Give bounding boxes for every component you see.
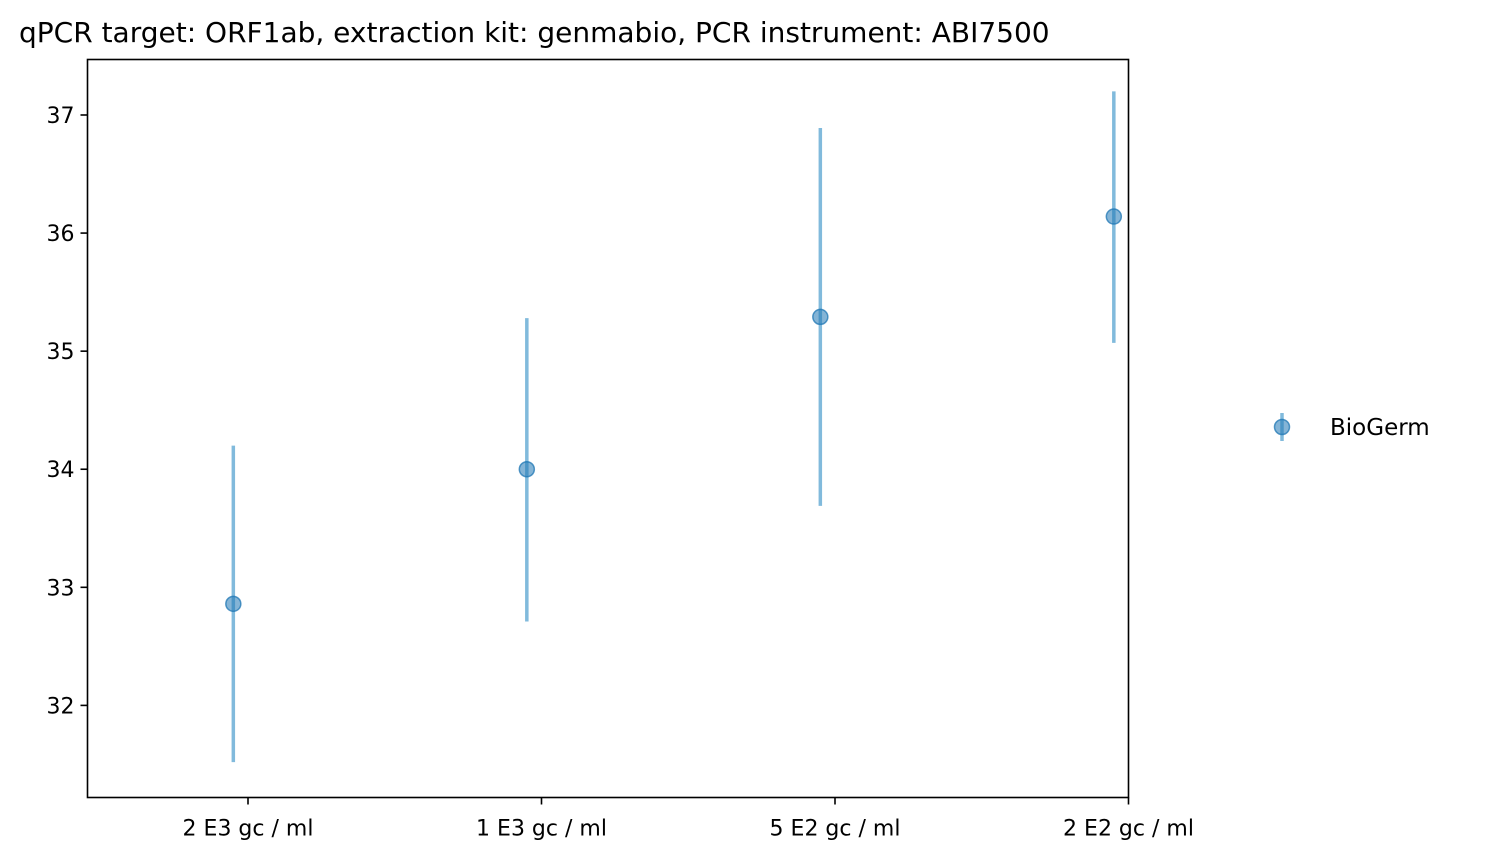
x-tick-label: 5 E2 gc / ml [770,817,901,842]
y-axis: 32 33 34 35 36 37 [47,104,88,719]
chart-title: qPCR target: ORF1ab, extraction kit: gen… [19,16,1050,49]
x-tick-label: 1 E3 gc / ml [476,817,607,842]
data-point [1105,208,1123,225]
x-tick-label: 2 E2 gc / ml [1063,817,1194,842]
y-tick-label: 37 [47,104,75,129]
legend: BioGerm [1273,413,1430,441]
series-layer [225,91,1123,763]
plot-area-frame [86,58,1130,799]
y-tick-label: 33 [47,576,75,601]
legend-marker-swatch [1273,418,1291,436]
legend-label: BioGerm [1330,415,1430,441]
x-tick-label: 2 E3 gc / ml [183,817,314,842]
y-tick-label: 35 [47,340,75,365]
y-tick-label: 36 [47,222,75,247]
x-axis: 2 E3 gc / ml 1 E3 gc / ml 5 E2 gc / ml 2 E2… [183,797,1194,842]
data-point [225,595,242,613]
data-point [518,460,536,478]
y-tick-label: 34 [47,458,75,483]
y-tick-label: 32 [47,694,75,719]
data-point [812,308,829,326]
